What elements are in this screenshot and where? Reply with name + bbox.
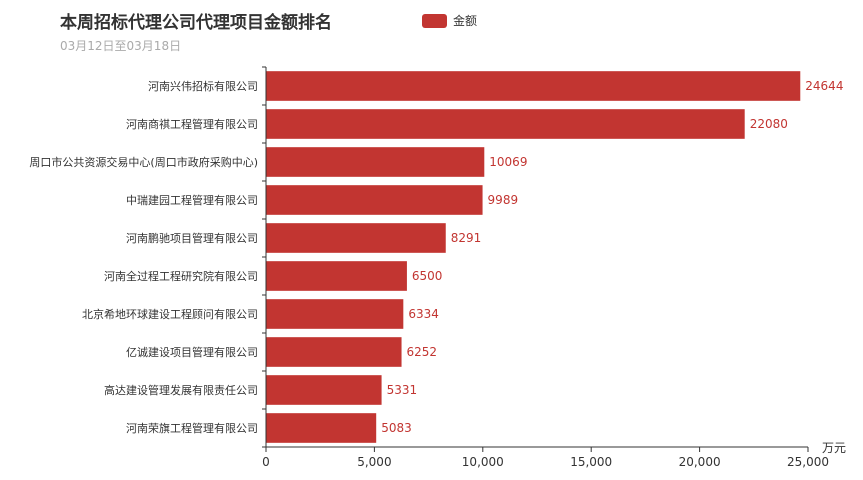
category-label: 河南鹏驰项目管理有限公司 [126, 231, 258, 245]
category-label: 北京希地环球建设工程顾问有限公司 [82, 307, 258, 321]
bar[interactable] [266, 71, 801, 101]
bar[interactable] [266, 261, 407, 291]
data-label: 9989 [488, 193, 519, 207]
category-label: 河南兴伟招标有限公司 [148, 79, 258, 93]
data-label: 6334 [408, 307, 439, 321]
category-label: 高达建设管理发展有限责任公司 [104, 383, 258, 397]
bar[interactable] [266, 185, 483, 215]
x-tick-label: 5,000 [357, 455, 391, 469]
bar[interactable] [266, 375, 382, 405]
x-axis-unit-label: 万元 [822, 441, 846, 455]
x-tick-label: 25,000 [787, 455, 829, 469]
x-tick-label: 10,000 [462, 455, 504, 469]
data-label: 5331 [387, 383, 418, 397]
data-label: 5083 [381, 421, 412, 435]
data-label: 24644 [805, 79, 843, 93]
data-label: 10069 [489, 155, 527, 169]
x-tick-label: 20,000 [679, 455, 721, 469]
bar[interactable] [266, 337, 402, 367]
chart-subtitle: 03月12日至03月18日 [60, 39, 182, 53]
bar[interactable] [266, 109, 745, 139]
data-label: 8291 [451, 231, 482, 245]
category-label: 中瑞建园工程管理有限公司 [126, 193, 258, 207]
chart-title: 本周招标代理公司代理项目金额排名 [60, 13, 332, 33]
legend-label: 金额 [453, 14, 478, 28]
data-label: 6252 [407, 345, 438, 359]
data-label: 6500 [412, 269, 443, 283]
legend-swatch [422, 13, 447, 28]
category-label: 亿诚建设项目管理有限公司 [126, 345, 258, 359]
category-label: 周口市公共资源交易中心(周口市政府采购中心) [29, 155, 258, 169]
category-label: 河南商祺工程管理有限公司 [126, 117, 258, 131]
bar[interactable] [266, 413, 377, 443]
data-label: 22080 [750, 117, 788, 131]
legend[interactable]: 金额 [422, 12, 477, 29]
category-label: 河南全过程工程研究院有限公司 [104, 269, 258, 283]
x-tick-label: 0 [262, 455, 270, 469]
bar[interactable] [266, 147, 485, 177]
x-tick-label: 15,000 [570, 455, 612, 469]
bar[interactable] [266, 223, 446, 253]
bar[interactable] [266, 299, 404, 329]
category-label: 河南荣旗工程管理有限公司 [126, 421, 258, 435]
